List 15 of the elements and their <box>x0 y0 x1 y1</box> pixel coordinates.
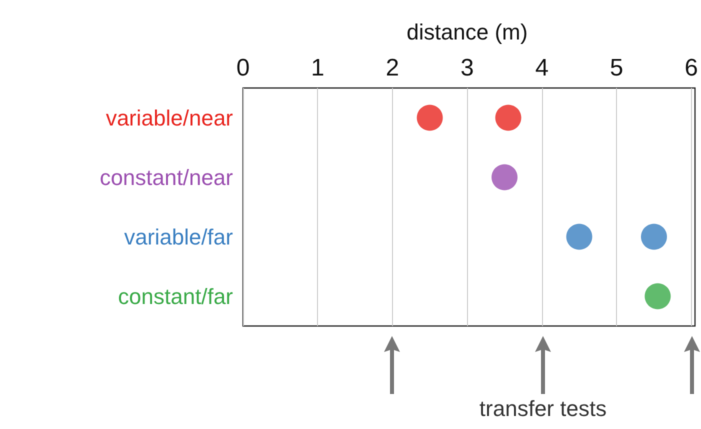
x-tick-label: 3 <box>460 54 474 82</box>
y-tick-label: constant/far <box>118 284 233 309</box>
x-tick-label: 0 <box>236 54 250 82</box>
y-tick-label: variable/far <box>124 224 233 250</box>
text: transfer tests <box>479 396 607 422</box>
point <box>492 164 518 190</box>
x-tick-label: 4 <box>535 54 549 82</box>
x-axis-title: distance (m) <box>406 20 528 44</box>
point <box>644 283 671 310</box>
x-tick-label: 5 <box>610 54 624 82</box>
x-tick-label: 2 <box>386 54 400 82</box>
y-tick-label: constant/near <box>100 164 233 190</box>
x-tick-label: 6 <box>684 54 698 82</box>
x-tick-label: 1 <box>311 54 324 82</box>
y-tick-label: variable/near <box>106 105 233 130</box>
